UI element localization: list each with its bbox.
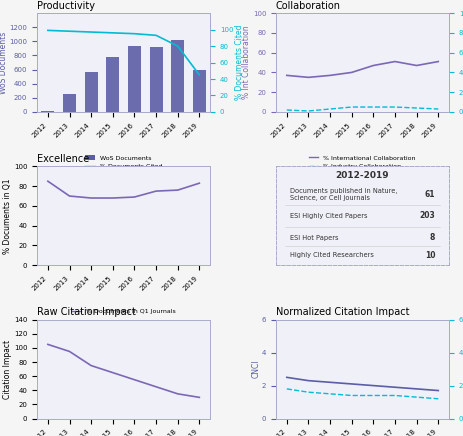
Text: Collaboration: Collaboration xyxy=(276,1,341,11)
Text: Excellence: Excellence xyxy=(37,154,89,164)
Y-axis label: % Documents Cited: % Documents Cited xyxy=(235,25,244,100)
Text: Raw Citation Impact: Raw Citation Impact xyxy=(37,307,136,317)
Bar xyxy=(128,46,141,112)
Text: ESI Hot Papers: ESI Hot Papers xyxy=(290,235,338,241)
Bar xyxy=(150,47,163,112)
Y-axis label: CNCI: CNCI xyxy=(251,360,260,378)
Bar xyxy=(63,94,76,112)
Y-axis label: WoS Documents: WoS Documents xyxy=(0,31,8,94)
Y-axis label: % Documents in Q1: % Documents in Q1 xyxy=(3,178,13,254)
Text: 8: 8 xyxy=(430,233,435,242)
Legend: % Documents in Q1 Journals: % Documents in Q1 Journals xyxy=(69,306,178,317)
Text: 61: 61 xyxy=(425,190,435,198)
Text: 2012-2019: 2012-2019 xyxy=(336,171,389,181)
Bar xyxy=(41,111,54,112)
Legend: % International Collaboration, % Industry Collaboration: % International Collaboration, % Industr… xyxy=(307,153,419,171)
Text: ESI Highly Cited Papers: ESI Highly Cited Papers xyxy=(290,213,367,219)
Text: 10: 10 xyxy=(425,251,435,260)
Text: 203: 203 xyxy=(419,211,435,220)
Y-axis label: % Int Collaboration: % Int Collaboration xyxy=(242,26,251,99)
Legend: WoS Documents, % Documents Cited: WoS Documents, % Documents Cited xyxy=(83,153,164,171)
Text: Documents published in Nature,
Science, or Cell journals: Documents published in Nature, Science, … xyxy=(290,187,397,201)
Bar xyxy=(171,40,184,112)
Bar xyxy=(85,72,98,112)
Bar xyxy=(106,57,119,112)
Text: Normalized Citation Impact: Normalized Citation Impact xyxy=(276,307,409,317)
Y-axis label: Citation Impact: Citation Impact xyxy=(3,340,13,399)
Text: Productivity: Productivity xyxy=(37,1,95,11)
Text: Highly Cited Researchers: Highly Cited Researchers xyxy=(290,252,374,259)
Bar xyxy=(193,70,206,112)
